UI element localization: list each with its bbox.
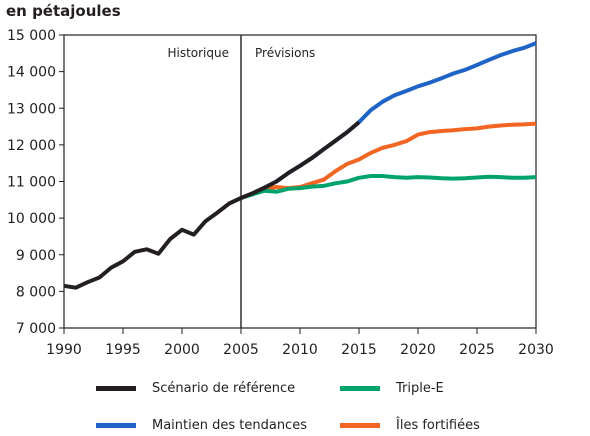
legend-label-iles: Îles fortifiées	[396, 417, 480, 433]
x-tick-label: 2005	[223, 342, 259, 358]
y-tick-label: 11 000	[7, 175, 56, 191]
legend-item-iles: Îles fortifiées	[340, 415, 480, 435]
legend-label-reference: Scénario de référence	[152, 380, 296, 396]
y-tick-label: 15 000	[7, 28, 56, 44]
legend-swatch-maintien	[96, 422, 136, 428]
series-line-2	[240, 174, 537, 200]
legend-label-triple-e: Triple-E	[396, 380, 444, 396]
y-tick-label: 10 000	[7, 211, 56, 227]
series-line-3	[63, 120, 361, 290]
legend-swatch-reference	[96, 385, 136, 391]
legend-swatch-iles	[340, 422, 380, 428]
legend-label-maintien: Maintien des tendances	[152, 417, 307, 433]
x-tick-label: 2015	[341, 342, 377, 358]
y-tick-label: 12 000	[7, 138, 56, 154]
x-tick-label: 2030	[518, 342, 554, 358]
x-tick-label: 2020	[400, 342, 436, 358]
y-tick-label: 8 000	[16, 284, 56, 300]
y-axis-unit-label: en pétajoules	[6, 2, 121, 20]
y-tick-label: 13 000	[7, 101, 56, 117]
x-tick-label: 2000	[164, 342, 200, 358]
legend-swatch-triple-e	[340, 385, 380, 391]
legend-item-triple-e: Triple-E	[340, 378, 444, 398]
series-lines	[63, 41, 537, 290]
y-tick-label: 7 000	[16, 321, 56, 337]
x-tick-label: 2010	[282, 342, 318, 358]
x-tick-label: 1995	[105, 342, 141, 358]
legend-item-reference: Scénario de référence	[96, 378, 295, 398]
annotation-previsions: Prévisions	[255, 46, 315, 60]
y-tick-label: 14 000	[7, 65, 56, 81]
y-tick-label: 9 000	[16, 248, 56, 264]
annotation-historique: Historique	[167, 46, 229, 60]
axis-ticks: 7 000 8 000 9 000 10 000 11 000 12 000 13 000 1…	[7, 28, 554, 358]
legend-item-maintien: Maintien des tendances	[96, 415, 307, 435]
x-tick-label: 2025	[459, 342, 495, 358]
x-tick-label: 1990	[46, 342, 82, 358]
